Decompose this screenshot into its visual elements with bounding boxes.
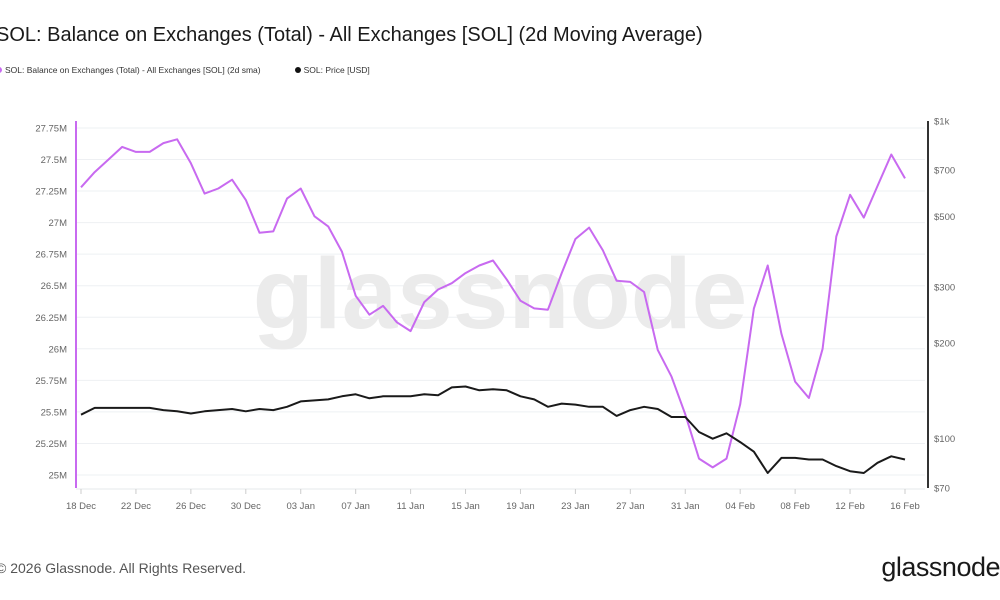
axes: 25M 25.25M 25.5M 25.75M 26M 26.25M 26.5M 26.75M…: [35, 117, 955, 513]
x-tick-label: 16 Feb: [890, 501, 920, 512]
glassnode-logo: glassnode: [881, 552, 1000, 582]
chart-title: SOL: Balance on Exchanges (Total) - All …: [0, 24, 703, 46]
x-tick-label: 07 Jan: [341, 501, 370, 512]
legend-dot-black: [294, 67, 301, 73]
left-tick-label: 25.75M: [35, 376, 67, 387]
legend-label-price: SOL: Price [USD]: [303, 65, 370, 75]
x-tick-label: 18 Dec: [66, 501, 96, 512]
right-tick-label: $70: [934, 483, 950, 494]
x-tick-label: 22 Dec: [121, 501, 151, 512]
left-tick-label: 26.75M: [35, 250, 67, 261]
legend-dot-purple: [0, 67, 2, 73]
legend-item-balance[interactable]: SOL: Balance on Exchanges (Total) - All …: [0, 65, 261, 75]
copyright: © 2026 Glassnode. All Rights Reserved.: [0, 560, 247, 576]
balance-line: [80, 138, 906, 469]
left-tick-label: 25M: [49, 471, 68, 482]
x-tick-label: 23 Jan: [561, 501, 590, 512]
left-tick-label: 27M: [49, 218, 68, 229]
watermark: glassnode: [253, 238, 748, 350]
right-tick-label: $1k: [934, 117, 950, 128]
left-tick-label: 26.25M: [35, 313, 67, 324]
x-tick-label: 15 Jan: [451, 501, 480, 512]
left-tick-label: 25.5M: [41, 407, 67, 418]
x-tick-label: 11 Jan: [397, 501, 425, 512]
x-tick-label: 26 Dec: [176, 501, 206, 512]
x-tick-label: 03 Jan: [286, 501, 315, 512]
grid: [76, 127, 925, 476]
series: [80, 138, 906, 474]
x-tick-label: 12 Feb: [835, 501, 865, 512]
legend: SOL: Balance on Exchanges (Total) - All …: [0, 65, 370, 75]
left-tick-label: 27.25M: [35, 187, 67, 198]
x-tick-label: 04 Feb: [725, 501, 755, 512]
x-tick-label: 30 Dec: [231, 501, 261, 512]
legend-item-price[interactable]: SOL: Price [USD]: [294, 65, 370, 75]
right-tick-label: $100: [934, 434, 955, 445]
x-tick-label: 19 Jan: [506, 501, 535, 512]
x-tick-label: 08 Feb: [780, 501, 810, 512]
price-line: [80, 385, 906, 474]
right-tick-label: $500: [934, 212, 955, 223]
left-tick-label: 27.75M: [35, 123, 67, 134]
left-tick-label: 27.5M: [41, 155, 67, 166]
left-tick-label: 25.25M: [35, 439, 67, 450]
right-tick-label: $300: [934, 283, 955, 294]
left-tick-label: 26M: [49, 344, 68, 355]
right-tick-label: $700: [934, 166, 955, 177]
x-tick-label: 31 Jan: [671, 501, 700, 512]
legend-label-balance: SOL: Balance on Exchanges (Total) - All …: [5, 65, 261, 75]
right-tick-label: $200: [934, 339, 955, 350]
left-tick-label: 26.5M: [41, 281, 67, 292]
x-tick-label: 27 Jan: [616, 501, 645, 512]
